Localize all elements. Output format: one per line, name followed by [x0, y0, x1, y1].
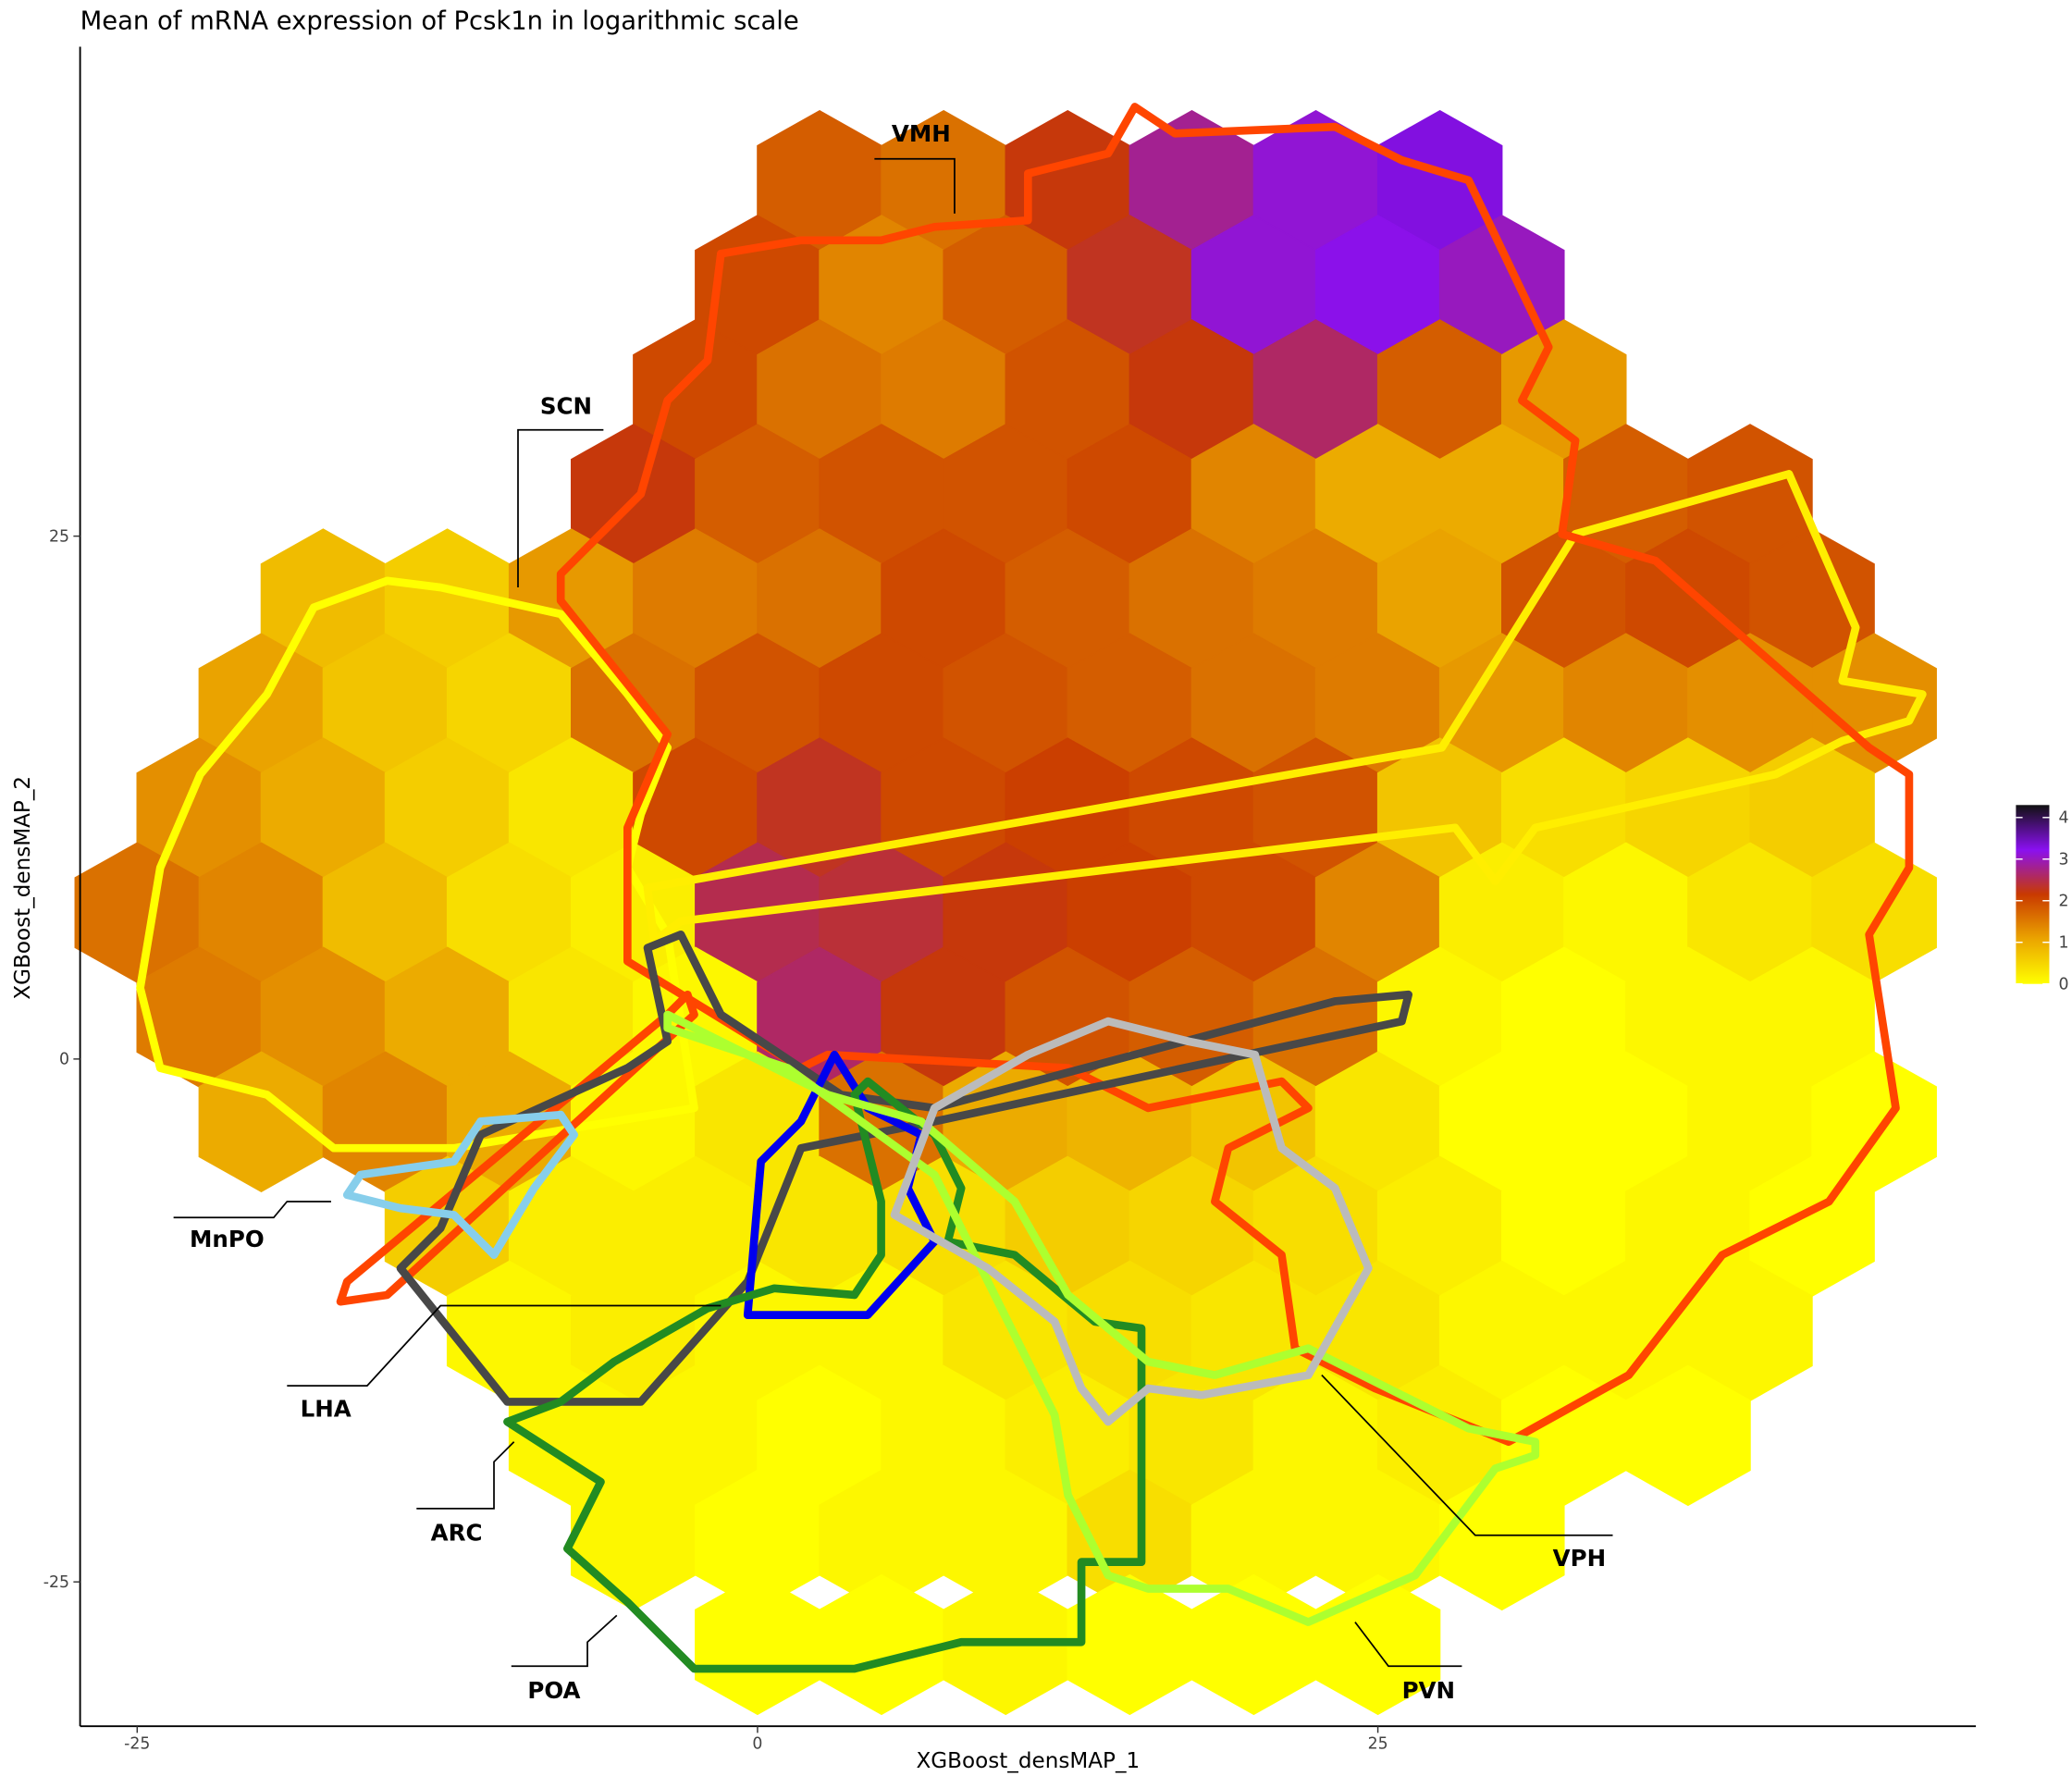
x-axis-label: XGBoost_densMAP_1 — [916, 1749, 1140, 1773]
x-tick-label: 0 — [752, 1735, 762, 1754]
vph-outline — [890, 1017, 1373, 1426]
colorbar-tick-label: 3 — [2059, 851, 2069, 870]
chart-title: Mean of mRNA expression of Pcsk1n in log… — [80, 7, 799, 36]
x-tick-label: 25 — [1368, 1735, 1388, 1754]
region-label: SCN — [540, 392, 592, 419]
y-tick-label: -25 — [43, 1573, 69, 1592]
vmh-outline — [556, 103, 1914, 1447]
leaders — [173, 157, 1613, 1668]
region-label: VMH — [892, 120, 951, 147]
colorbar-tick-label: 2 — [2059, 893, 2069, 911]
hex-layer — [74, 109, 1937, 1716]
hex-bin — [819, 1573, 944, 1716]
leader — [1321, 1374, 1613, 1536]
colorbar-tick-label: 4 — [2059, 809, 2069, 828]
leader — [1354, 1622, 1462, 1668]
leader — [173, 1201, 331, 1219]
region-label: POA — [527, 1677, 580, 1704]
y-tick-label: 0 — [59, 1051, 69, 1069]
colorbar-tick-label: 0 — [2059, 975, 2069, 993]
region-label: LHA — [301, 1395, 352, 1422]
y-axis-label: XGBoost_densMAP_2 — [11, 776, 35, 1000]
region-outlines — [136, 103, 1927, 1673]
region-label: PVN — [1402, 1677, 1455, 1704]
hex-bin — [1067, 1573, 1193, 1716]
scn-outline — [136, 576, 698, 1153]
leader — [287, 1304, 722, 1387]
leader — [517, 428, 604, 588]
y-tick-label: 25 — [49, 527, 69, 546]
colorbar — [2016, 805, 2050, 984]
region-label: VPH — [1553, 1545, 1606, 1572]
poa-outline — [503, 1077, 1146, 1673]
hex-bin — [1314, 1573, 1441, 1716]
band-outline — [643, 470, 1927, 945]
region-label: ARC — [431, 1520, 483, 1547]
lha-orange-outline — [336, 990, 698, 1306]
pvn-outline — [663, 1010, 1540, 1626]
hex-bin — [1625, 1364, 1751, 1507]
x-tick-label: -25 — [124, 1735, 150, 1754]
leader — [874, 157, 956, 214]
mnpo-outline — [342, 1110, 578, 1260]
colorbar-tick-label: 1 — [2059, 933, 2069, 952]
leader — [511, 1614, 618, 1668]
region-label: MnPO — [190, 1226, 265, 1252]
hex-bin — [695, 1573, 820, 1716]
leader — [416, 1441, 515, 1510]
